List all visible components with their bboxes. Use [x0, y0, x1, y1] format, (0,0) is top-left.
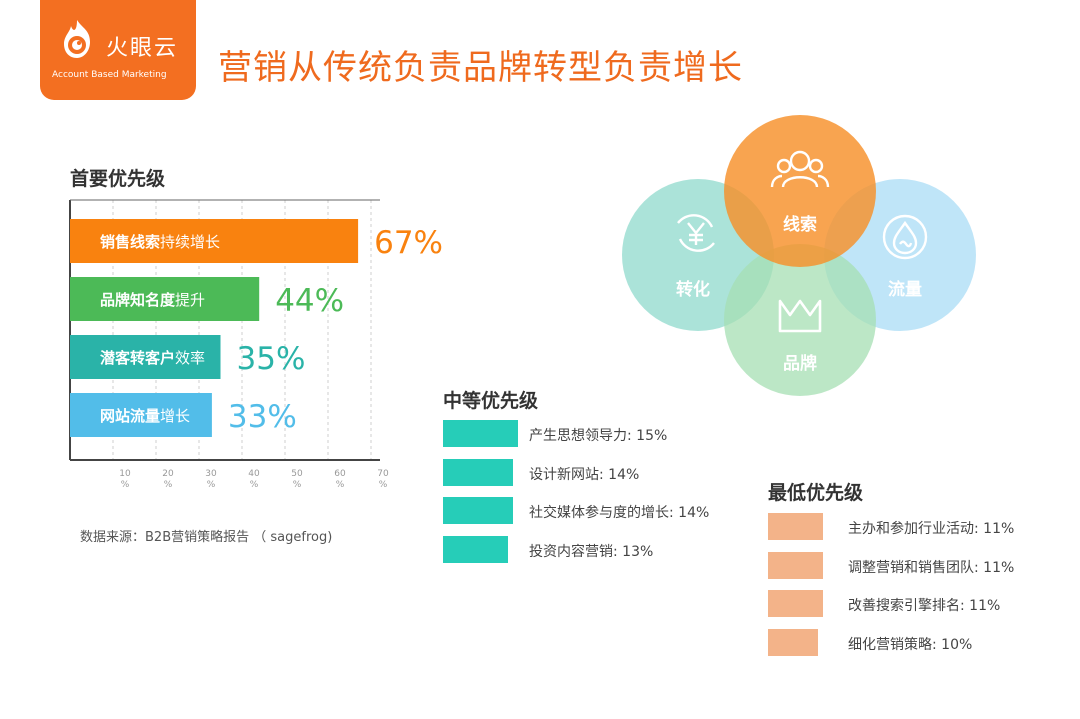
venn-diagram: 线索 转化 流量 品牌	[622, 115, 976, 396]
bar-category-label-bold: 销售线索	[100, 233, 160, 251]
bar-value-label: 67%	[374, 225, 443, 261]
bar-category-label-rest: 持续增长	[160, 233, 220, 251]
x-tick-unit: %	[207, 480, 216, 490]
x-tick-unit: %	[121, 480, 130, 490]
bar	[70, 335, 221, 379]
bar-category-label: 潜客转客户效率	[100, 349, 205, 367]
bar-category-label-bold: 潜客转客户	[100, 349, 175, 367]
medium-label: 设计新网站: 14%	[529, 467, 640, 483]
low-bar	[768, 629, 818, 656]
medium-label: 投资内容营销: 13%	[529, 544, 654, 560]
bar-category-label: 品牌知名度提升	[100, 291, 205, 309]
bar-value-label: 44%	[275, 283, 344, 319]
low-bar	[768, 590, 823, 617]
low-label: 调整营销和销售团队: 11%	[848, 560, 1015, 576]
bar-category-label: 网站流量增长	[100, 407, 190, 425]
x-tick-label: 30	[205, 469, 217, 479]
x-tick-unit: %	[250, 480, 259, 490]
bar-category-label-rest: 提升	[175, 291, 205, 309]
bar-value-label: 33%	[228, 399, 297, 435]
low-label: 主办和参加行业活动: 11%	[848, 521, 1015, 537]
yen-cycle-icon	[677, 214, 715, 252]
x-tick-label: 70	[377, 469, 389, 479]
x-tick-unit: %	[164, 480, 173, 490]
x-tick-unit: %	[293, 480, 302, 490]
medium-bar	[443, 497, 513, 524]
low-label: 细化营销策略: 10%	[848, 637, 973, 653]
water-drop-icon	[882, 214, 928, 260]
top-priority-bar-chart: 10%20%30%40%50%60%70%销售线索持续增长 67%品牌知名度提升 4…	[69, 199, 443, 490]
bar	[70, 393, 212, 437]
x-tick-label: 20	[162, 469, 174, 479]
venn-label-leads: 线索	[783, 214, 817, 235]
page-title: 营销从传统负责品牌转型负责增长	[218, 48, 743, 88]
crown-icon	[778, 299, 822, 333]
data-source: 数据来源：B2B营销策略报告 （ sagefrog)	[80, 530, 333, 545]
bar-category-label-bold: 品牌知名度	[100, 291, 176, 309]
bar	[70, 277, 260, 321]
flame-eye-icon	[64, 20, 90, 58]
lowest-priority-title: 最低优先级	[768, 482, 864, 504]
bar-value-label: 35%	[237, 341, 306, 377]
brand-name: 火眼云	[106, 36, 179, 61]
venn-label-traffic: 流量	[888, 279, 922, 300]
medium-bar	[443, 536, 508, 563]
bar-category-label-rest: 增长	[160, 407, 190, 425]
medium-bar	[443, 420, 518, 447]
x-tick-label: 50	[291, 469, 303, 479]
brand-logo: 火眼云 Account Based Marketing	[40, 0, 196, 100]
lowest-priority-list: 主办和参加行业活动: 11% 调整营销和销售团队: 11% 改善搜索引擎排名: …	[768, 513, 1068, 663]
top-priority-title: 首要优先级	[70, 168, 166, 190]
venn-circle-leads	[724, 115, 876, 267]
medium-label: 产生思想领导力: 15%	[529, 428, 668, 444]
brand-tagline: Account Based Marketing	[52, 70, 167, 80]
x-tick-label: 40	[248, 469, 260, 479]
venn-label-brand: 品牌	[783, 353, 817, 374]
low-bar	[768, 552, 823, 579]
low-label: 改善搜索引擎排名: 11%	[848, 598, 1001, 614]
bar-category-label: 销售线索持续增长	[100, 233, 220, 251]
venn-circle-brand	[724, 244, 876, 396]
x-tick-label: 60	[334, 469, 346, 479]
low-bar	[768, 513, 823, 540]
people-icon	[770, 150, 830, 188]
medium-priority-title: 中等优先级	[443, 390, 539, 412]
venn-label-conversion: 转化	[676, 279, 710, 300]
bar	[70, 219, 359, 263]
medium-priority-list: 产生思想领导力: 15% 设计新网站: 14% 社交媒体参与度的增长: 14% …	[443, 420, 763, 570]
x-tick-label: 10	[119, 469, 131, 479]
bar-category-label-bold: 网站流量	[100, 407, 160, 425]
x-tick-unit: %	[336, 480, 345, 490]
x-tick-unit: %	[379, 480, 388, 490]
medium-bar	[443, 459, 513, 486]
bar-category-label-rest: 效率	[175, 349, 205, 367]
medium-label: 社交媒体参与度的增长: 14%	[529, 505, 710, 521]
